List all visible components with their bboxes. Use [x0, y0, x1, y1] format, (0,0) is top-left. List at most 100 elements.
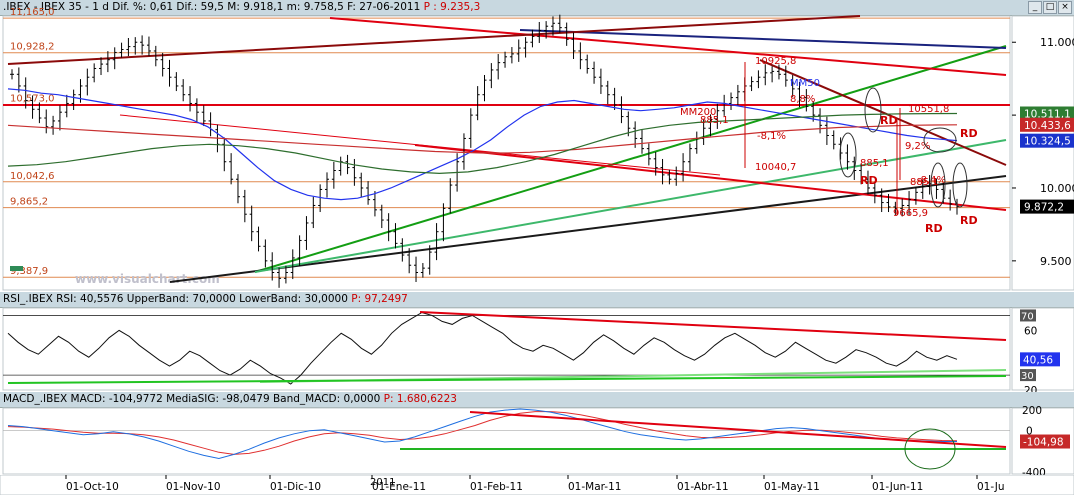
price-tick-label-0: 11.000 — [1040, 36, 1074, 49]
rsi-current-value: 40,56 — [1023, 354, 1053, 366]
price-tag-bg-2 — [1020, 133, 1074, 148]
macd-chart[interactable]: 200 -400 0-104,98 — [0, 392, 1074, 475]
annotation-9: 9,2% — [905, 141, 930, 152]
annotation-7: 885,1 — [860, 158, 889, 169]
watermark: www.visualchart.com — [75, 272, 220, 286]
rsi-band-tag-0: 70 — [1021, 311, 1034, 322]
macd-zero-label: 0 — [1026, 426, 1033, 438]
annotation-13: RD — [880, 114, 898, 127]
macd-tick-1: -400 — [1022, 467, 1046, 475]
date-label-7: 01-May-11 — [764, 481, 820, 493]
close-button[interactable]: × — [1058, 1, 1072, 14]
rsi-tick-0: 60 — [1024, 325, 1037, 337]
macd-tick-0: 200 — [1022, 405, 1042, 417]
price-tag-2: 10.324,5 — [1024, 136, 1071, 148]
rsi-line — [7, 311, 958, 385]
trend-trend-navy — [7, 15, 861, 65]
time-axis-bg — [0, 475, 1074, 495]
macd-line — [7, 408, 957, 460]
price-tag-bg-3 — [1020, 199, 1074, 214]
macd-header-extra: P: 1.680,6223 — [383, 393, 457, 405]
rsi-band-tag-bg-1 — [1020, 369, 1036, 382]
date-label-3: 01-Ene-11 — [372, 481, 426, 493]
annotation-15: RD — [860, 174, 878, 187]
annotation-14: RD — [960, 127, 978, 140]
rsi-header-extra: P: 97,2497 — [351, 293, 408, 305]
macd-highlight-circle — [904, 428, 956, 470]
trend-support-green-long — [254, 45, 1007, 273]
highlight-ellipse-3 — [952, 162, 968, 208]
rsi-band-tag-bg-0 — [1020, 309, 1036, 322]
trend-support-dark-long — [169, 175, 1007, 283]
minimize-button[interactable]: _ — [1028, 1, 1042, 14]
macd-current-bg — [1020, 434, 1070, 449]
window-controls: _ □ × — [1028, 1, 1072, 14]
rsi-tick-2: 20 — [1024, 385, 1037, 392]
level-label-1: 10,928,2 — [10, 42, 55, 53]
level-label-3: 10,042,6 — [10, 171, 55, 182]
price-pane[interactable]: .IBEX - IBEX 35 - 1 d Dif. %: 0,61 Dif.:… — [0, 0, 1074, 292]
price-header-extra: P : 9.235,3 — [423, 1, 481, 13]
annotation-17: RD — [960, 214, 978, 227]
rsi-band-tag-1: 30 — [1021, 371, 1034, 382]
price-chart[interactable]: 11,165,010,928,210,573,010,042,69,865,29… — [0, 0, 1074, 292]
price-header: .IBEX - IBEX 35 - 1 d Dif. %: 0,61 Dif.:… — [0, 0, 1074, 16]
green-marker — [10, 266, 23, 271]
annotation-2: MM200 — [680, 107, 716, 118]
macd-header-text: MACD_.IBEX MACD: -104,9772 MediaSIG: -98… — [3, 393, 381, 405]
year-marker: 2011 — [370, 477, 395, 488]
highlight-ellipse-2 — [923, 127, 957, 153]
macd-plot-area — [2, 407, 1011, 475]
annotation-6: 8,8% — [790, 94, 815, 105]
ma-green-line — [7, 112, 958, 175]
date-label-0: 01-Oct-10 — [66, 481, 119, 493]
macd-resistance-line — [469, 411, 1007, 448]
mm200-line — [7, 124, 958, 154]
price-tag-bg-0 — [1020, 106, 1074, 121]
rsi-chart[interactable]: 604020703040,56 — [0, 292, 1074, 392]
highlight-ellipse-1 — [839, 132, 857, 178]
annotation-16: RD — [925, 222, 943, 235]
mm50-line — [7, 88, 958, 201]
rsi-header-text: RSI_.IBEX RSI: 40,5576 UpperBand: 70,000… — [3, 293, 348, 305]
annotation-3: 885,1 — [700, 115, 729, 126]
date-label-4: 01-Feb-11 — [470, 481, 523, 493]
price-tag-1: 10.433,6 — [1024, 120, 1071, 132]
highlight-ellipse-0 — [864, 87, 882, 133]
rsi-resistance-line — [419, 311, 1007, 341]
level-label-0: 11,165,0 — [10, 7, 55, 18]
trend-support-lightgreen — [254, 139, 1007, 273]
price-tag-0: 10.511,1 — [1024, 109, 1071, 121]
macd-pane[interactable]: MACD_.IBEX MACD: -104,9772 MediaSIG: -98… — [0, 392, 1074, 475]
annotation-5: 10040,7 — [755, 162, 796, 173]
trend-trend-maroon-top — [759, 59, 1007, 166]
date-label-5: 01-Mar-11 — [568, 481, 621, 493]
price-axis-area — [1011, 15, 1074, 291]
annotation-10: 885,1 — [910, 177, 939, 188]
annotation-0: 10925,8 — [755, 56, 796, 67]
maximize-button[interactable]: □ — [1043, 1, 1057, 14]
rsi-current-bg — [1020, 352, 1060, 367]
trend-trend-maroon-short — [119, 114, 721, 176]
trend-channel-red-low — [414, 144, 1007, 211]
price-tick-label-3: 9.500 — [1040, 255, 1072, 268]
rsi-support-green — [7, 375, 1007, 384]
rsi-pane[interactable]: RSI_.IBEX RSI: 40,5576 UpperBand: 70,000… — [0, 292, 1074, 392]
price-header-text: .IBEX - IBEX 35 - 1 d Dif. %: 0,61 Dif.:… — [3, 1, 421, 13]
highlight-ellipse-4 — [930, 162, 946, 208]
date-label-1: 01-Nov-10 — [166, 481, 221, 493]
trend-red-horizontal — [519, 29, 1007, 49]
trend-resistance-red-top — [329, 17, 1007, 76]
price-tag-bg-1 — [1020, 117, 1074, 132]
annotation-8: 10551,8 — [908, 104, 949, 115]
annotation-1: MM50 — [790, 78, 820, 89]
annotation-4: -8,1% — [757, 131, 786, 142]
date-label-9: 01-Ju — [977, 481, 1005, 493]
level-label-5: 9,387,9 — [10, 266, 48, 277]
time-axis: 01-Oct-10 01-Nov-10 01-Dic-10 01-Ene-11 01-F… — [0, 475, 1074, 495]
date-label-6: 01-Abr-11 — [677, 481, 729, 493]
date-label-8: 01-Jun-11 — [872, 481, 923, 493]
price-tick-label-2: 10.000 — [1040, 182, 1074, 195]
date-label-2: 01-Dic-10 — [270, 481, 321, 493]
macd-signal-line — [7, 411, 958, 455]
